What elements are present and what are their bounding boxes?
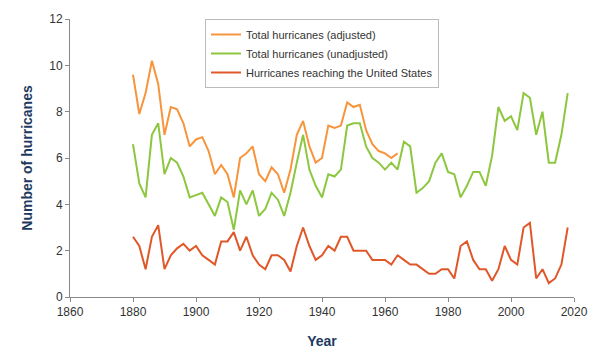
svg-text:10: 10: [49, 59, 63, 73]
svg-text:2000: 2000: [498, 305, 525, 319]
svg-text:1900: 1900: [183, 305, 210, 319]
svg-text:Year: Year: [307, 333, 337, 349]
svg-text:Total hurricanes (unadjusted): Total hurricanes (unadjusted): [246, 48, 388, 60]
svg-text:Total hurricanes (adjusted): Total hurricanes (adjusted): [246, 29, 376, 41]
svg-text:8: 8: [56, 105, 63, 119]
svg-text:Hurricanes reaching the United: Hurricanes reaching the United States: [246, 67, 432, 79]
svg-text:1980: 1980: [435, 305, 462, 319]
svg-text:4: 4: [56, 198, 63, 212]
svg-text:1920: 1920: [246, 305, 273, 319]
svg-text:1940: 1940: [309, 305, 336, 319]
svg-text:1960: 1960: [372, 305, 399, 319]
svg-text:6: 6: [56, 151, 63, 165]
svg-text:0: 0: [56, 290, 63, 304]
svg-text:2020: 2020: [561, 305, 588, 319]
svg-text:Number of hurricanes: Number of hurricanes: [19, 85, 35, 231]
svg-text:12: 12: [49, 12, 63, 26]
svg-text:2: 2: [56, 244, 63, 258]
svg-text:1880: 1880: [120, 305, 147, 319]
svg-text:1860: 1860: [57, 305, 84, 319]
